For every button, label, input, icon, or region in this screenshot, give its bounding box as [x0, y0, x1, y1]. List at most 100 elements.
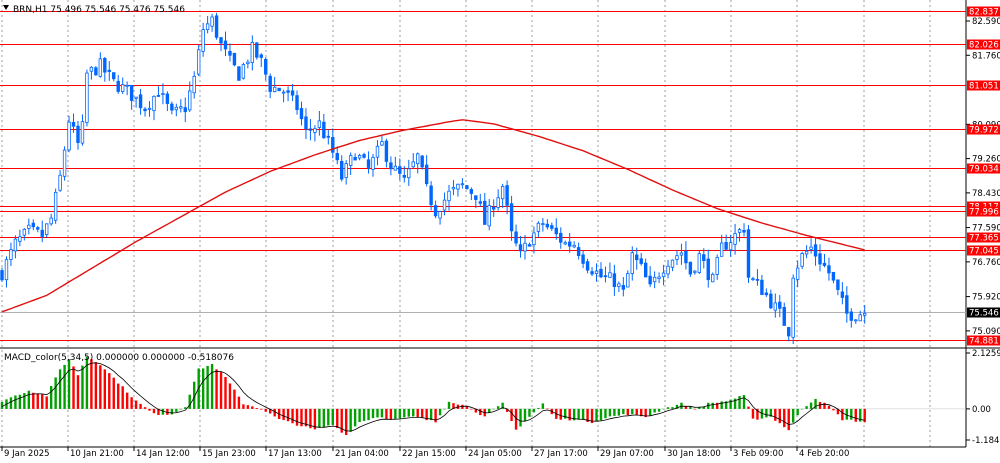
candle-body[interactable]	[585, 261, 590, 271]
candle-body[interactable]	[657, 276, 661, 280]
candle-body[interactable]	[706, 258, 710, 281]
candle-body[interactable]	[389, 162, 393, 170]
candle-body[interactable]	[152, 95, 156, 112]
candle-body[interactable]	[791, 277, 795, 338]
candle-body[interactable]	[635, 254, 639, 261]
candle-body[interactable]	[9, 249, 13, 260]
candle-body[interactable]	[53, 191, 58, 221]
candle-body[interactable]	[509, 203, 514, 232]
candle-body[interactable]	[232, 52, 237, 66]
candle-body[interactable]	[474, 195, 478, 200]
candle-body[interactable]	[715, 256, 719, 275]
candle-body[interactable]	[702, 254, 706, 262]
candle-body[interactable]	[255, 42, 259, 58]
candle-body[interactable]	[670, 259, 675, 268]
candle-body[interactable]	[469, 189, 474, 194]
candle-body[interactable]	[219, 37, 223, 44]
candle-body[interactable]	[259, 54, 263, 58]
candle-body[interactable]	[286, 90, 290, 93]
candle-body[interactable]	[433, 205, 438, 217]
candle-body[interactable]	[541, 223, 545, 226]
candle-body[interactable]	[742, 229, 746, 233]
candle-body[interactable]	[818, 253, 822, 265]
candle-body[interactable]	[134, 96, 138, 99]
candle-body[interactable]	[205, 23, 210, 30]
candle-body[interactable]	[94, 67, 98, 76]
candle-body[interactable]	[442, 199, 447, 211]
macd-pane[interactable]	[0, 356, 966, 436]
candle-body[interactable]	[760, 279, 764, 295]
candle-body[interactable]	[49, 217, 53, 225]
candle-body[interactable]	[559, 232, 563, 243]
candle-body[interactable]	[505, 185, 509, 206]
candle-body[interactable]	[626, 273, 630, 288]
candle-body[interactable]	[264, 58, 268, 75]
candle-body[interactable]	[393, 165, 398, 171]
candle-body[interactable]	[416, 153, 420, 165]
candle-body[interactable]	[371, 157, 375, 170]
candle-body[interactable]	[304, 116, 308, 130]
candle-body[interactable]	[612, 273, 617, 288]
candle-body[interactable]	[335, 153, 339, 161]
price-pane[interactable]	[0, 11, 966, 345]
candle-body[interactable]	[854, 319, 858, 322]
candle-body[interactable]	[170, 103, 174, 111]
candle-body[interactable]	[340, 160, 344, 180]
candle-body[interactable]	[36, 227, 40, 230]
candle-body[interactable]	[348, 155, 353, 166]
candle-body[interactable]	[724, 242, 728, 250]
candle-body[interactable]	[420, 155, 424, 168]
candle-body[interactable]	[845, 295, 849, 314]
candle-body[interactable]	[192, 75, 196, 94]
candle-body[interactable]	[116, 80, 120, 92]
candle-body[interactable]	[572, 244, 576, 248]
candle-body[interactable]	[666, 265, 670, 275]
candle-body[interactable]	[228, 50, 232, 56]
candle-body[interactable]	[4, 259, 9, 281]
candle-body[interactable]	[679, 252, 684, 256]
candle-body[interactable]	[85, 72, 89, 123]
candle-body[interactable]	[567, 241, 572, 247]
candle-body[interactable]	[603, 275, 608, 278]
candle-body[interactable]	[822, 262, 827, 266]
candle-body[interactable]	[478, 201, 482, 204]
candle-body[interactable]	[460, 183, 465, 186]
candle-body[interactable]	[599, 268, 603, 278]
candle-body[interactable]	[62, 149, 67, 177]
candle-body[interactable]	[67, 121, 71, 151]
candle-body[interactable]	[576, 247, 581, 256]
candle-body[interactable]	[188, 90, 192, 111]
candle-body[interactable]	[366, 159, 371, 168]
candle-body[interactable]	[858, 314, 862, 322]
candle-body[interactable]	[223, 40, 228, 50]
candle-body[interactable]	[840, 291, 845, 298]
candle-body[interactable]	[652, 276, 657, 283]
candle-body[interactable]	[728, 242, 733, 251]
candle-body[interactable]	[353, 157, 357, 161]
candle-body[interactable]	[782, 307, 786, 326]
candle-body[interactable]	[313, 128, 317, 133]
candle-body[interactable]	[58, 174, 62, 191]
candle-body[interactable]	[103, 58, 107, 73]
candle-body[interactable]	[831, 271, 836, 281]
candle-body[interactable]	[643, 262, 648, 278]
candle-body[interactable]	[661, 272, 666, 278]
candle-body[interactable]	[250, 41, 255, 63]
candle-body[interactable]	[71, 121, 76, 127]
candle-body[interactable]	[447, 190, 451, 202]
candle-body[interactable]	[272, 86, 277, 92]
candle-body[interactable]	[550, 225, 554, 229]
candle-body[interactable]	[800, 253, 804, 267]
candle-body[interactable]	[487, 205, 491, 227]
candle-body[interactable]	[527, 244, 532, 247]
candle-body[interactable]	[608, 272, 612, 278]
candle-body[interactable]	[214, 15, 219, 38]
candle-body[interactable]	[496, 197, 500, 208]
candle-body[interactable]	[210, 16, 214, 27]
candle-body[interactable]	[80, 121, 85, 144]
candle-body[interactable]	[684, 250, 688, 264]
candle-body[interactable]	[13, 238, 18, 252]
candle-body[interactable]	[161, 93, 165, 95]
candle-body[interactable]	[40, 229, 44, 237]
